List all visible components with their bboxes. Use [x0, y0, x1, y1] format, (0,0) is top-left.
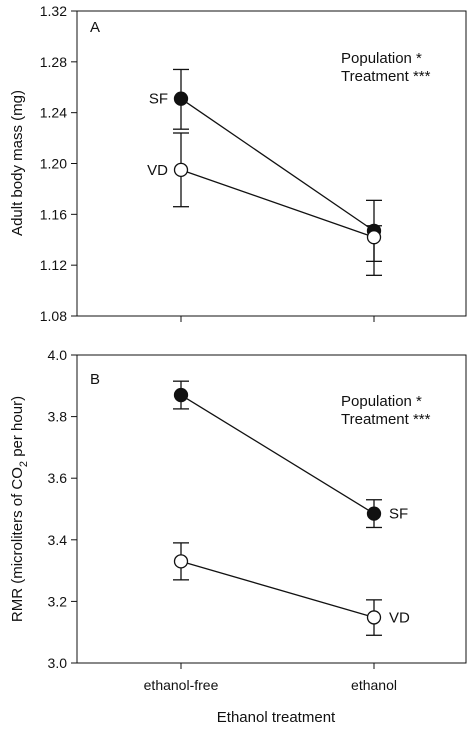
y-tick-label: 1.24: [40, 105, 67, 121]
series-line: [180, 98, 375, 232]
data-point: [173, 91, 189, 106]
panel-b: 3.0 3.2 3.4 3.6 3.8 4.0 ethanol-free ethanol RMR…: [9, 347, 467, 693]
panel-letter: B: [90, 371, 100, 388]
y-tick-label: 1.12: [40, 257, 67, 273]
series-label: SF: [389, 506, 408, 523]
y-tick-label: 3.0: [48, 655, 68, 671]
y-axis-label: Adult body mass (mg): [9, 90, 26, 236]
data-point: [366, 610, 382, 625]
series-label: VD: [147, 162, 168, 179]
x-tick-label: ethanol-free: [144, 677, 219, 693]
y-axis-label: RMR (microliters of CO2 per hour): [9, 396, 30, 622]
series-line: [180, 394, 375, 515]
y-tick-label: 4.0: [48, 347, 68, 363]
y-tick-label: 1.28: [40, 54, 67, 70]
series-label: VD: [389, 609, 410, 626]
y-tick-label: 1.16: [40, 206, 67, 222]
panel-letter: A: [90, 19, 100, 36]
y-tick-label: 3.2: [48, 593, 68, 609]
significance-annotation: Population *: [341, 50, 422, 67]
plot-frame: [76, 354, 467, 664]
series-label: SF: [149, 91, 168, 108]
significance-annotation: Population *: [341, 393, 422, 410]
x-tick-label: ethanol: [351, 677, 397, 693]
y-tick-label: 1.32: [40, 3, 67, 19]
panel-a: 1.08 1.12 1.16 1.20 1.24 1.28 1.32 Adult body m…: [9, 3, 467, 324]
y-tick-label: 3.8: [48, 409, 68, 425]
data-point: [366, 230, 382, 245]
y-tick-label: 3.6: [48, 470, 68, 486]
significance-annotation: Treatment ***: [341, 68, 431, 85]
y-tick-label: 1.20: [40, 156, 67, 172]
y-tick-label: 3.4: [48, 532, 68, 548]
series-line: [180, 560, 375, 619]
data-point: [173, 162, 189, 178]
y-tick-label: 1.08: [40, 308, 67, 324]
data-point: [173, 387, 189, 403]
data-point: [173, 554, 189, 569]
series-line: [180, 169, 375, 238]
significance-annotation: Treatment ***: [341, 411, 431, 428]
data-point: [366, 506, 382, 521]
x-axis-label: Ethanol treatment: [217, 709, 336, 726]
